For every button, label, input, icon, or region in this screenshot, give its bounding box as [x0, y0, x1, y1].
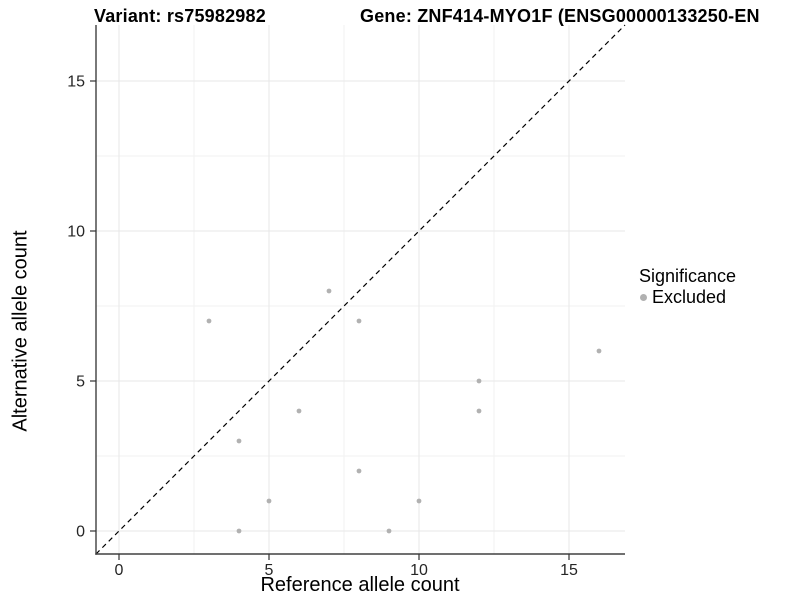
legend-item-label: Excluded	[652, 287, 727, 307]
y-tick-label: 0	[76, 524, 85, 541]
legend: Significance Excluded	[639, 266, 736, 308]
x-tick-label: 10	[410, 562, 428, 579]
y-axis-title: Alternative allele count	[9, 230, 32, 432]
data-point	[386, 528, 392, 534]
x-tick-label: 0	[115, 562, 124, 579]
data-point	[356, 318, 362, 324]
y-tick-label: 5	[76, 374, 85, 391]
legend-title: Significance	[639, 266, 737, 286]
x-tick-label: 15	[560, 562, 578, 579]
data-point	[266, 498, 272, 504]
x-axis-title: Reference allele count	[260, 574, 460, 596]
data-point	[236, 528, 242, 534]
plot-title-variant: Variant: rs75982982	[94, 6, 266, 26]
plot-title-gene: Gene: ZNF414-MYO1F (ENSG00000133250-EN	[360, 6, 760, 26]
identity-dashed-line	[95, 24, 626, 555]
data-point	[416, 498, 422, 504]
data-point	[296, 408, 302, 414]
data-point	[236, 438, 242, 444]
y-tick-label: 10	[67, 224, 85, 241]
data-point	[476, 408, 482, 414]
data-point	[326, 288, 332, 294]
data-point	[356, 468, 362, 474]
legend-item-excluded: Excluded	[639, 287, 736, 308]
x-tick-label: 5	[265, 562, 274, 579]
data-point	[206, 318, 212, 324]
data-point	[596, 348, 602, 354]
legend-point-icon	[640, 294, 647, 301]
y-tick-label: 15	[67, 74, 85, 91]
data-point	[476, 378, 482, 384]
